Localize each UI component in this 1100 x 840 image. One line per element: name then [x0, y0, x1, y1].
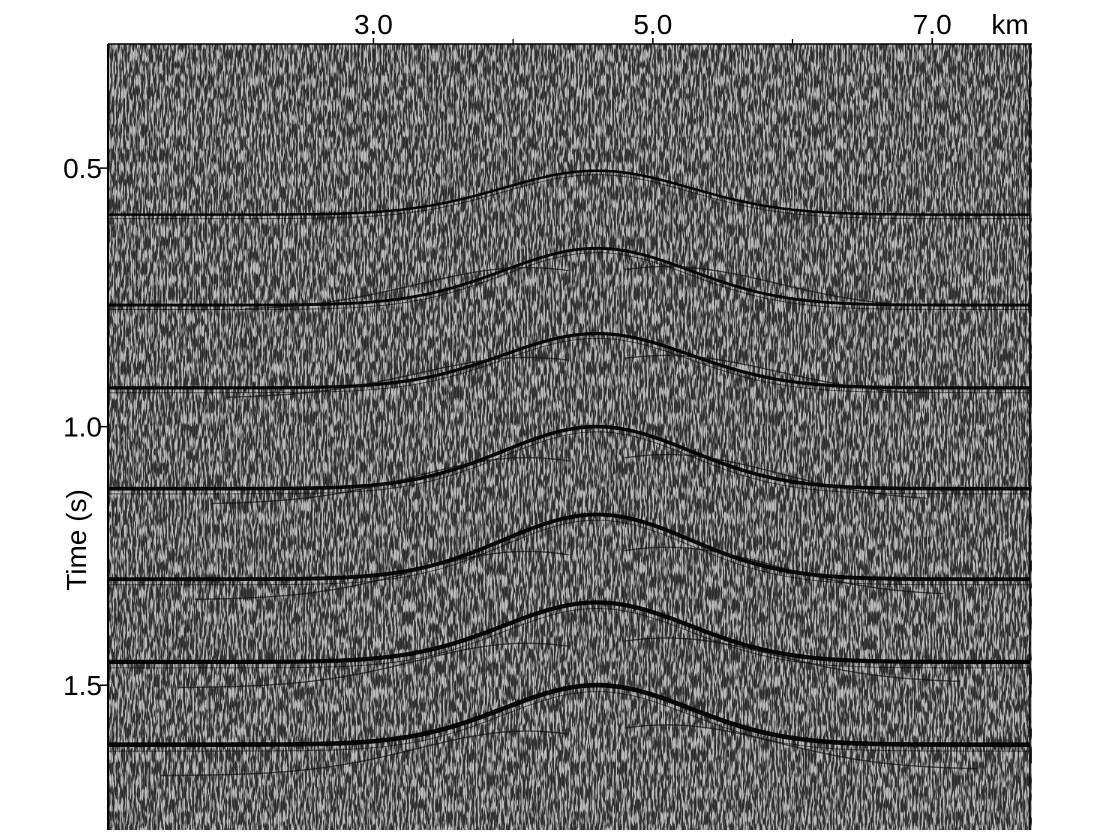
reflector-events — [108, 169, 1030, 777]
y-tick-label: 1.5 — [63, 670, 102, 701]
reflector — [108, 512, 1030, 601]
y-axis: 0.5 1.0 1.5 — [63, 153, 108, 701]
x-axis: 3.0 5.0 7.0 — [354, 9, 952, 44]
reflector — [108, 169, 1030, 220]
reflector — [108, 600, 1030, 689]
x-tick-label: 7.0 — [913, 9, 952, 40]
x-tick-label: 5.0 — [633, 9, 672, 40]
reflector — [108, 332, 1030, 398]
x-tick-label: 3.0 — [354, 9, 393, 40]
y-tick-label: 0.5 — [63, 153, 102, 184]
plot-area — [108, 44, 1032, 830]
reflector — [108, 246, 1030, 311]
y-axis-label: Time (s) — [61, 489, 92, 591]
trace-stripes — [108, 44, 1032, 830]
x-axis-unit: km — [991, 9, 1028, 40]
reflector — [108, 682, 1030, 777]
y-tick-label: 1.0 — [63, 412, 102, 443]
reflector — [108, 424, 1030, 505]
